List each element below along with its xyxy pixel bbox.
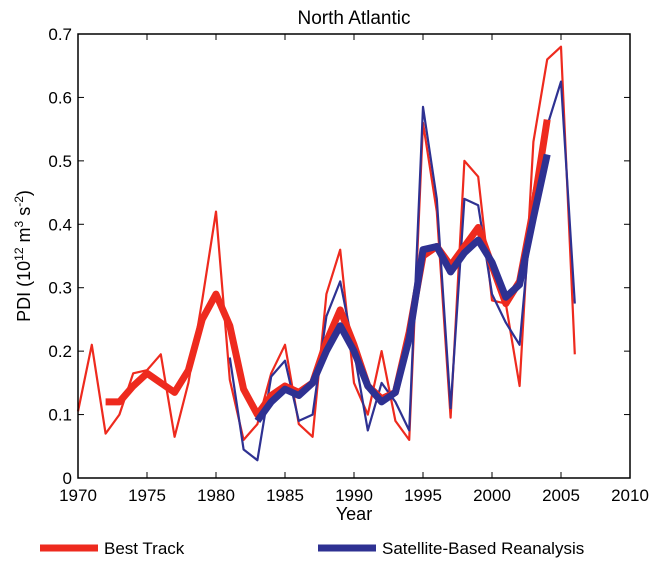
y-tick-label: 0.3	[48, 279, 72, 298]
plot-lines	[76, 45, 576, 462]
y-axis-title-sup: 12	[12, 247, 26, 261]
y-axis-title-part: )	[14, 190, 34, 196]
legend-label-satellite-reanalysis: Satellite-Based Reanalysis	[382, 539, 584, 558]
y-axis-title-part: m	[14, 227, 34, 247]
series-line-satellite-reanalysis-annual	[228, 80, 576, 462]
series-line-best-track-smoothed	[105, 119, 551, 419]
x-tick-label: 1985	[266, 486, 304, 505]
y-axis-title-sup: 3	[12, 220, 26, 227]
y-axis-title-part: s	[14, 207, 34, 221]
y-tick-label: 0	[63, 469, 72, 488]
x-tick-label: 2005	[542, 486, 580, 505]
legend-label-best-track: Best Track	[104, 539, 185, 558]
y-tick-label: 0.1	[48, 406, 72, 425]
x-axis-ticks: 1970 1975 1980 1985 1990 1995 2000 2005 2010	[59, 34, 649, 505]
series-line-satellite-reanalysis-smoothed	[254, 153, 551, 423]
x-tick-label: 1995	[404, 486, 442, 505]
y-tick-label: 0.7	[48, 25, 72, 44]
x-tick-label: 2010	[611, 486, 649, 505]
x-tick-label: 1975	[128, 486, 166, 505]
y-axis-title-sup: -2	[12, 196, 26, 207]
y-axis-title-part: PDI (10	[14, 261, 34, 322]
x-tick-label: 1970	[59, 486, 97, 505]
y-tick-label: 0.6	[48, 88, 72, 107]
x-axis-title: Year	[336, 504, 372, 524]
y-tick-label: 0.4	[48, 215, 72, 234]
chart-title: North Atlantic	[298, 8, 411, 29]
x-tick-label: 1990	[335, 486, 373, 505]
legend: Best Track Satellite-Based Reanalysis	[40, 539, 584, 558]
y-tick-label: 0.5	[48, 152, 72, 171]
x-tick-label: 1980	[197, 486, 235, 505]
x-tick-label: 2000	[473, 486, 511, 505]
y-axis-ticks: 0 0.1 0.2 0.3 0.4 0.5 0.6 0.7	[48, 25, 630, 488]
y-tick-label: 0.2	[48, 342, 72, 361]
plot-frame	[77, 33, 631, 479]
y-axis-title: PDI (1012 m3 s-2)	[12, 190, 34, 322]
series-line-best-track-annual	[76, 45, 576, 441]
